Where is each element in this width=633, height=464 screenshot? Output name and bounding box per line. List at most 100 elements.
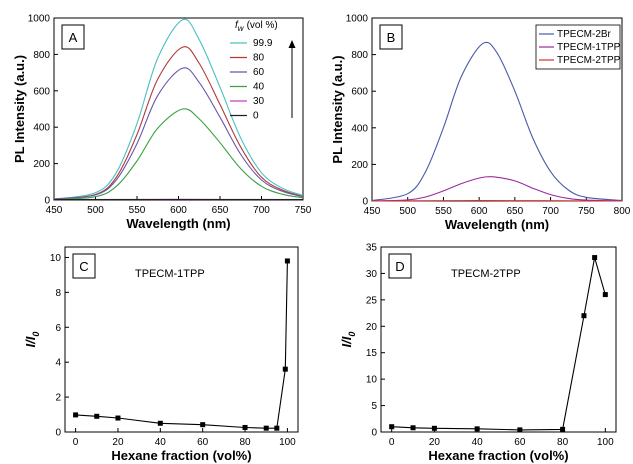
legend-entry: 40	[253, 82, 265, 93]
y-tick-label: 0	[371, 428, 377, 439]
x-axis-label: Hexane fraction (vol%)	[428, 448, 568, 463]
x-tick-label: 500	[87, 205, 104, 216]
y-tick-label: 0	[362, 197, 368, 208]
y-tick-label: 20	[366, 322, 378, 333]
y-tick-label: 600	[351, 87, 368, 98]
series-line-40	[53, 108, 304, 201]
legend-entry: 80	[253, 53, 265, 64]
plot-frame	[64, 246, 299, 433]
legend-entry: 60	[253, 67, 265, 78]
y-tick-label: 8	[55, 288, 61, 299]
series-line-0	[75, 260, 288, 429]
legend-entry: 99.9	[253, 38, 273, 49]
data-point	[517, 427, 523, 433]
data-point	[602, 292, 608, 298]
legend-entry: 0	[253, 111, 259, 122]
y-tick-label: 800	[351, 50, 368, 61]
data-point	[284, 258, 290, 264]
data-point	[94, 413, 100, 419]
y-label-sub: 0	[31, 332, 41, 337]
data-point	[115, 415, 121, 421]
series-line-80	[53, 46, 304, 200]
data-point	[157, 420, 163, 426]
data-point	[389, 424, 395, 430]
y-tick-label: 4	[55, 358, 61, 369]
x-tick-label: 750	[295, 205, 312, 216]
x-tick-label: 60	[197, 437, 209, 448]
panel-letter-box	[61, 24, 85, 50]
data-point	[592, 255, 598, 261]
data-point	[431, 425, 437, 431]
y-tick-label: 15	[366, 348, 378, 359]
x-tick-label: 0	[73, 437, 79, 448]
legend-entry: TPECM-2Br	[557, 29, 612, 40]
legend-entry: TPECM-1TPP	[557, 42, 621, 53]
x-tick-label: 600	[471, 206, 488, 217]
arrow-head-icon	[288, 40, 296, 48]
y-tick-label: 5	[371, 401, 377, 412]
series-annotation: TPECM-2TPP	[451, 268, 521, 280]
legend-title-f: f	[235, 20, 239, 31]
y-axis-label: PL Intensity (a.u.)	[330, 55, 345, 163]
data-point	[560, 426, 566, 432]
x-tick-label: 500	[399, 206, 416, 217]
x-tick-label: 100	[279, 437, 296, 448]
x-tick-label: 450	[46, 205, 63, 216]
x-tick-label: 550	[435, 206, 452, 217]
y-tick-label: 800	[33, 50, 50, 61]
series-line-99-9	[53, 18, 304, 200]
x-tick-label: 40	[472, 437, 484, 448]
panel-letter: C	[79, 259, 88, 274]
legend-title-unit: (vol %)	[247, 20, 278, 31]
y-tick-label: 25	[366, 295, 378, 306]
y-label-i: I/I	[23, 336, 38, 347]
panel-b: 450 500 550 600 650 700 750 800 0 200 400 600 800 100…	[330, 14, 631, 233]
x-tick-label: 600	[170, 205, 187, 216]
legend-title-w: w	[238, 24, 245, 33]
y-tick-label: 1000	[28, 14, 51, 25]
x-tick-label: 80	[239, 437, 251, 448]
series-line-tpecm-2br	[371, 41, 623, 202]
x-tick-label: 40	[155, 437, 167, 448]
panel-letter: A	[69, 30, 78, 45]
x-tick-label: 650	[507, 206, 524, 217]
series-line-60	[53, 67, 304, 200]
data-point	[581, 313, 587, 319]
plot-frame	[380, 246, 617, 433]
y-axis-label: I/I0	[23, 332, 41, 348]
data-point	[274, 425, 280, 431]
x-tick-label: 700	[542, 206, 559, 217]
data-point	[474, 426, 480, 432]
y-axis-label: PL Intensity (a.u.)	[12, 55, 27, 163]
panel-letter-box	[388, 253, 412, 279]
y-tick-label: 10	[50, 253, 62, 264]
data-point	[200, 422, 206, 428]
y-tick-label: 200	[33, 159, 50, 170]
x-tick-label: 650	[212, 205, 229, 216]
x-tick-label: 100	[597, 437, 614, 448]
panel-letter: B	[387, 30, 396, 45]
data-point	[282, 366, 288, 372]
y-tick-label: 10	[366, 375, 378, 386]
x-tick-label: 60	[514, 437, 526, 448]
data-point	[73, 412, 79, 418]
legend-entry: TPECM-2TPP	[557, 55, 621, 66]
series-line-tpecm-1tpp	[371, 176, 623, 202]
y-tick-label: 6	[55, 323, 61, 334]
x-tick-label: 20	[112, 437, 124, 448]
data-point	[263, 425, 269, 431]
legend-entry: 30	[253, 96, 265, 107]
x-tick-label: 20	[429, 437, 441, 448]
x-axis-label: Hexane fraction (vol%)	[111, 448, 251, 463]
x-tick-label: 700	[253, 205, 270, 216]
x-axis-label: Wavelength (nm)	[445, 217, 549, 232]
panel-letter-box	[72, 253, 96, 279]
series-annotation: TPECM-1TPP	[135, 268, 205, 280]
y-label-sub: 0	[347, 332, 357, 337]
legend-title: fw (vol %)	[235, 20, 278, 33]
x-axis-label: Wavelength (nm)	[126, 216, 230, 231]
x-tick-label: 750	[578, 206, 595, 217]
panel-c: 0 20 40 60 80 100 0 2 4 6 8 10 Hexane fraction (vol%…	[23, 246, 299, 463]
x-tick-label: 0	[389, 437, 395, 448]
x-tick-label: 450	[364, 206, 381, 217]
